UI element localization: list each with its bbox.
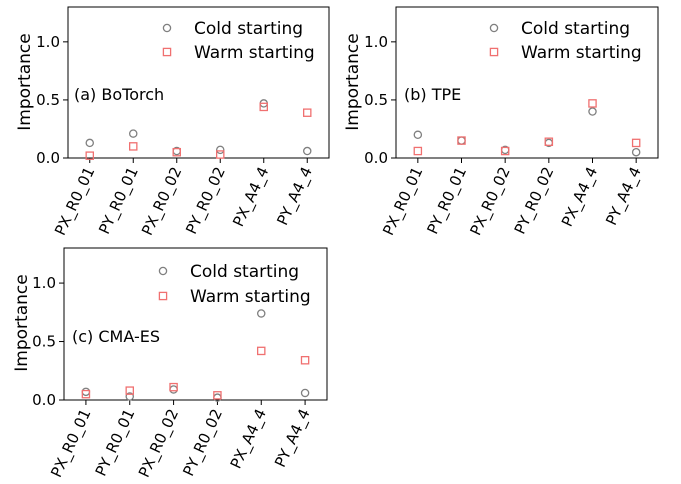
x-tick-label: PY_R0_01 — [423, 164, 471, 237]
data-point-cold — [457, 136, 466, 145]
data-point-warm — [588, 99, 597, 108]
x-tick-label: PX_R0_01 — [51, 164, 99, 239]
data-point-warm — [302, 108, 312, 117]
data-point-warm — [172, 147, 181, 157]
data-point-cold — [413, 130, 423, 140]
data-point-cold — [85, 138, 95, 148]
x-tick-label: PY_R0_02 — [182, 164, 230, 237]
y-tick-label: 0.5 — [32, 333, 56, 351]
data-point-warm — [457, 136, 466, 145]
data-point-cold — [128, 129, 138, 138]
data-point-warm — [300, 355, 310, 365]
data-point-cold — [256, 309, 266, 318]
y-tick-label: 1.0 — [364, 33, 388, 51]
data-point-cold — [631, 147, 641, 157]
y-tick-label: 1.0 — [36, 33, 60, 51]
y-tick-label: 0.0 — [36, 149, 60, 167]
legend-label: Warm starting — [194, 43, 315, 63]
y-tick-label: 0.0 — [364, 149, 388, 167]
x-tick-label: PY_R0_01 — [95, 164, 143, 237]
legend-marker-cold — [158, 266, 168, 276]
data-point-cold — [81, 387, 91, 397]
y-axis-label: Importance — [343, 33, 363, 130]
x-tick-label: PX_R0_02 — [135, 406, 183, 481]
panel-annotation: (c) CMA-ES — [72, 327, 160, 346]
data-point-warm — [85, 151, 95, 160]
data-point-warm — [259, 102, 268, 112]
x-tick-label: PY_A4_4 — [273, 164, 317, 228]
x-tick-label: PX_R0_01 — [379, 164, 427, 239]
data-point-warm — [500, 146, 510, 156]
data-point-warm — [256, 346, 266, 356]
legend-marker-warm — [162, 47, 172, 57]
plot-frame — [63, 247, 328, 401]
data-point-cold — [588, 107, 597, 116]
y-tick-label: 0.5 — [364, 91, 388, 109]
x-tick-label: PX_A4_4 — [558, 164, 602, 230]
x-tick-label: PX_R0_01 — [47, 406, 95, 481]
legend-marker-cold — [489, 23, 499, 33]
legend-marker-cold — [162, 23, 172, 33]
y-axis-label: Importance — [15, 33, 35, 130]
y-tick-label: 1.0 — [32, 274, 56, 292]
legend-label: Cold starting — [190, 262, 299, 282]
legend-marker-warm — [489, 47, 499, 57]
panel-annotation: (a) BoTorch — [74, 85, 164, 104]
y-axis-label: Importance — [12, 274, 32, 371]
x-tick-label: PY_A4_4 — [271, 406, 315, 470]
x-tick-label: PY_A4_4 — [602, 164, 646, 228]
plot-frame — [395, 6, 659, 159]
data-point-cold — [125, 392, 135, 401]
data-point-warm — [169, 382, 178, 392]
legend-label: Cold starting — [521, 19, 630, 39]
legend-label: Warm starting — [521, 43, 642, 63]
plot-frame — [67, 6, 330, 159]
data-point-warm — [81, 389, 91, 399]
data-point-warm — [213, 391, 222, 400]
x-tick-label: PX_A4_4 — [229, 164, 273, 230]
data-point-cold — [302, 146, 312, 156]
data-point-warm — [631, 138, 641, 148]
data-point-warm — [413, 146, 423, 156]
legend-label: Cold starting — [194, 19, 303, 39]
data-point-warm — [125, 386, 135, 395]
y-tick-label: 0.0 — [32, 391, 56, 409]
data-point-cold — [215, 145, 225, 155]
data-point-warm — [215, 150, 225, 159]
panel-annotation: (b) TPE — [404, 85, 461, 104]
legend-marker-warm — [158, 291, 168, 301]
x-tick-label: PY_R0_01 — [92, 406, 140, 479]
x-tick-label: PY_R0_02 — [511, 164, 559, 237]
data-point-warm — [128, 142, 138, 151]
data-point-warm — [544, 137, 554, 146]
y-tick-label: 0.5 — [36, 91, 60, 109]
x-tick-label: PX_A4_4 — [227, 406, 271, 472]
data-point-cold — [169, 385, 178, 394]
x-tick-label: PX_R0_02 — [466, 164, 514, 239]
x-tick-label: PX_R0_02 — [138, 164, 186, 239]
x-tick-label: PY_R0_02 — [179, 406, 227, 479]
data-point-cold — [300, 388, 310, 398]
legend-label: Warm starting — [190, 287, 311, 307]
